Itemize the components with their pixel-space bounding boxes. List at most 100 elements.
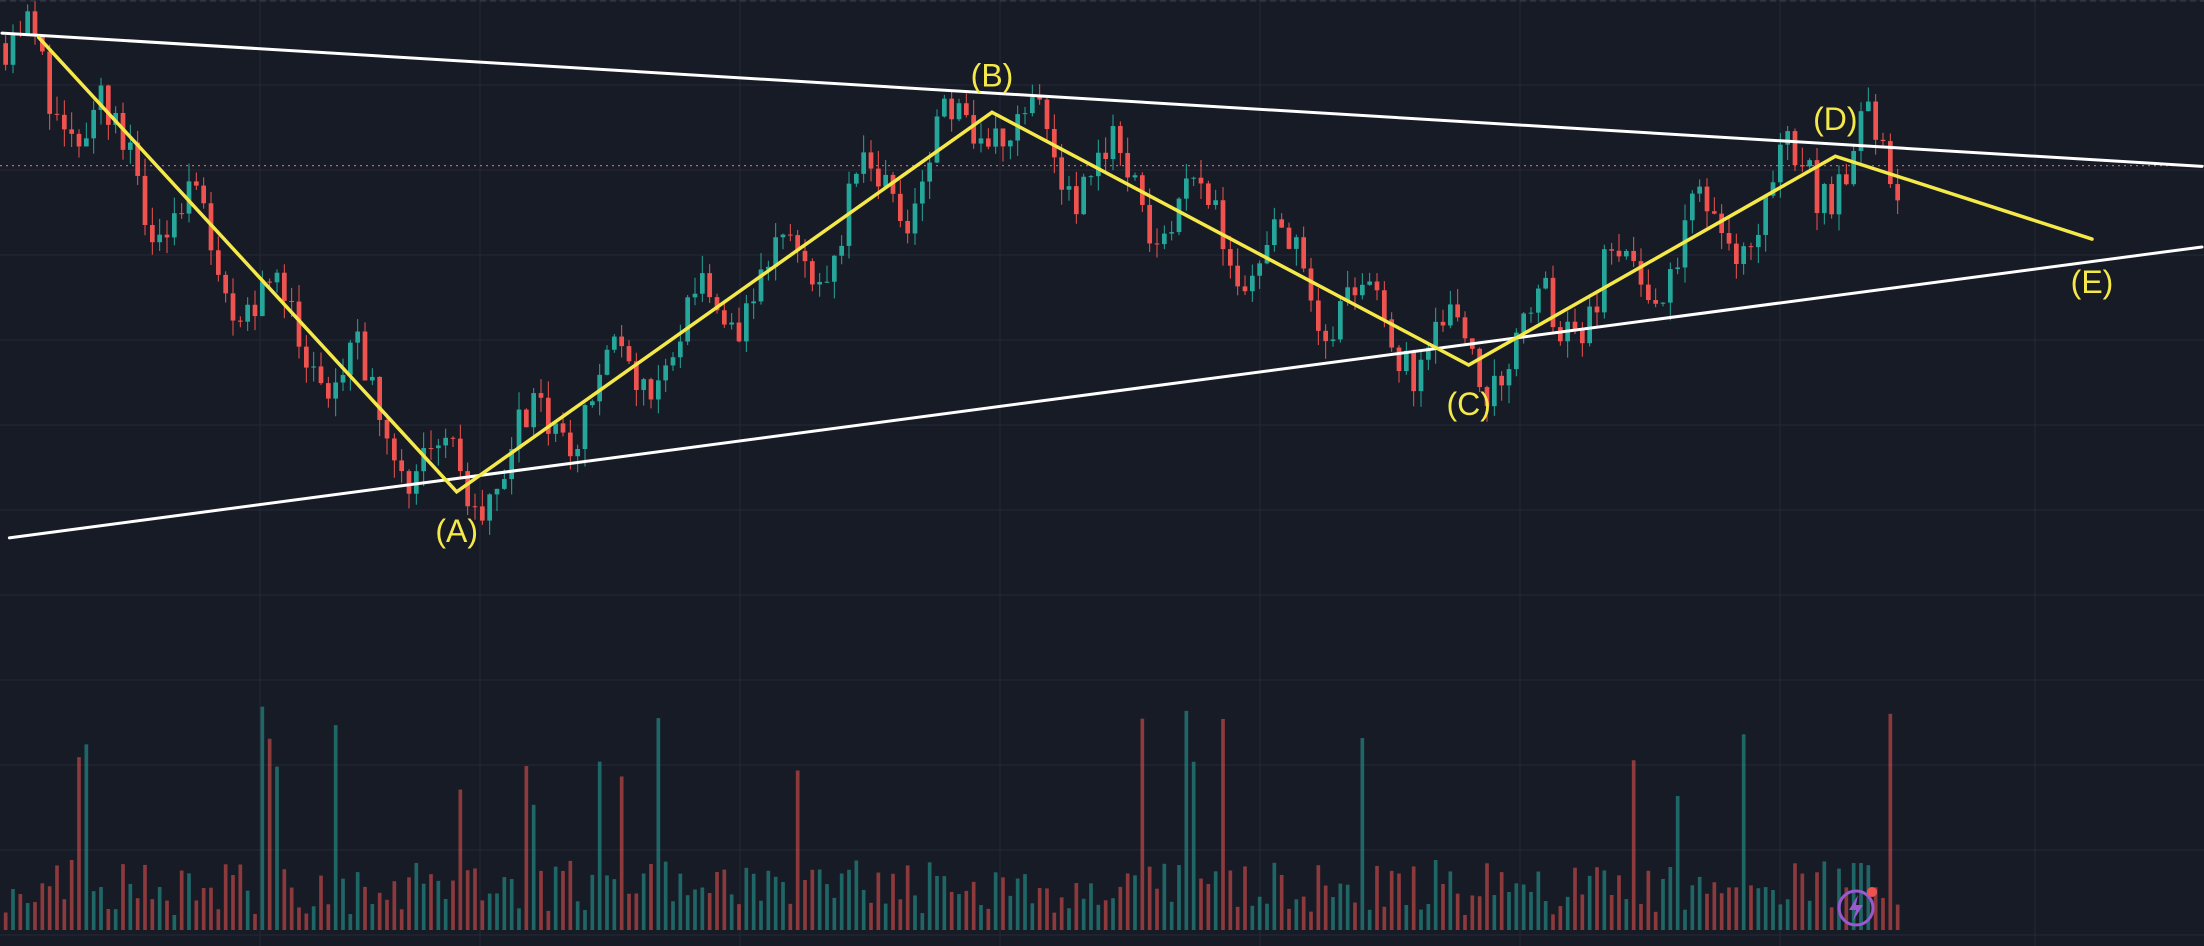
- candle-body: [1572, 321, 1578, 331]
- volume-bar: [289, 887, 294, 930]
- volume-bar: [47, 886, 52, 930]
- volume-bar: [1727, 887, 1731, 930]
- candle-body: [1271, 219, 1277, 246]
- candle-body: [311, 366, 317, 368]
- candle-body: [941, 98, 947, 117]
- volume-bar: [1037, 887, 1042, 930]
- volume-bar: [1785, 899, 1790, 930]
- volume-bar: [1837, 868, 1841, 930]
- candle-body: [589, 401, 595, 406]
- volume-bar: [1595, 867, 1599, 930]
- volume-bar: [33, 902, 37, 930]
- trendlines[interactable]: [0, 31, 2204, 540]
- candle-body: [1220, 200, 1226, 250]
- volume-bar: [1125, 873, 1130, 930]
- volume-bar: [700, 887, 705, 930]
- trendline-lower[interactable]: [7, 245, 2204, 540]
- candle-body: [1169, 232, 1175, 234]
- candle-body: [1579, 330, 1585, 344]
- volume-bar: [1653, 911, 1658, 930]
- volume-bar: [1609, 894, 1614, 930]
- wave-pattern[interactable]: [36, 35, 2094, 495]
- volume-bar: [685, 895, 690, 930]
- volume-bar: [509, 879, 514, 930]
- candle-body: [1323, 330, 1329, 342]
- volume-bar: [370, 903, 375, 930]
- volume-bar: [1470, 895, 1475, 930]
- volume-bar: [678, 873, 683, 930]
- candle-body: [186, 181, 192, 214]
- volume-bar: [473, 868, 477, 930]
- volume-bar: [1265, 903, 1269, 930]
- volume-bar: [1221, 718, 1225, 930]
- candle-body: [1557, 327, 1563, 342]
- candle-body: [1528, 312, 1534, 314]
- candle-body: [1389, 319, 1395, 348]
- volume-bar: [1646, 870, 1651, 930]
- candle-body: [1733, 243, 1739, 265]
- candle-body: [1858, 111, 1864, 152]
- volume-bar: [905, 865, 910, 930]
- candle-body: [1249, 275, 1255, 292]
- volume-bar: [1243, 866, 1247, 930]
- volume-bar: [1859, 863, 1863, 930]
- candle-body: [919, 181, 925, 204]
- volume-bar: [1558, 906, 1563, 930]
- volume-bar: [1477, 896, 1482, 930]
- volume-bar: [1228, 870, 1233, 930]
- volume-bar: [1353, 902, 1357, 930]
- volume-bar: [1382, 906, 1387, 930]
- candle-body: [1345, 287, 1351, 302]
- candle-body: [1455, 304, 1461, 318]
- volume-bar: [1184, 710, 1189, 930]
- candle-body: [1242, 286, 1248, 292]
- candle-body: [1719, 213, 1725, 234]
- candle-body: [1095, 152, 1101, 177]
- candle-body: [1447, 304, 1453, 326]
- candle-body: [98, 85, 104, 110]
- volume-bar: [363, 886, 367, 930]
- candle-body: [1176, 198, 1182, 233]
- lightning-alert-icon[interactable]: [1836, 884, 1880, 928]
- trendline-upper[interactable]: [0, 31, 2204, 168]
- volume-bar: [121, 864, 125, 930]
- candle-body: [1865, 101, 1871, 112]
- candle-body: [1587, 306, 1593, 344]
- volume-bar: [1140, 718, 1145, 930]
- candle-body: [1029, 97, 1035, 114]
- volume-bar: [1301, 896, 1306, 930]
- volume-bar: [1279, 875, 1284, 930]
- volume-bar: [861, 889, 866, 930]
- volume-bar: [194, 900, 199, 930]
- candle-body: [531, 393, 537, 428]
- volume-bar: [641, 873, 646, 930]
- volume-bar: [11, 889, 15, 930]
- volume-bar: [1675, 795, 1680, 930]
- volume-bar: [693, 889, 697, 930]
- volume-bar: [590, 874, 595, 930]
- volume-bar: [1426, 903, 1431, 930]
- volume-bar: [201, 887, 206, 930]
- candle-body: [237, 320, 243, 322]
- candle-body: [1638, 261, 1644, 285]
- volume-bar: [1705, 893, 1709, 930]
- candle-body: [648, 379, 654, 400]
- candle-body: [831, 255, 837, 282]
- candle-body: [883, 174, 889, 187]
- volume-bar: [524, 766, 529, 930]
- volume-bars: [3, 706, 1900, 930]
- candle-body: [1477, 348, 1483, 388]
- volume-bar: [1177, 865, 1181, 930]
- candle-body: [1418, 359, 1424, 392]
- volume-bar: [1763, 887, 1768, 930]
- volume-bar: [231, 875, 235, 930]
- volume-bar: [1323, 885, 1328, 930]
- volume-bar: [1624, 899, 1629, 930]
- volume-bar: [458, 789, 463, 930]
- wave-line[interactable]: [36, 35, 2094, 495]
- volume-bar: [399, 909, 404, 930]
- volume-bar: [1169, 901, 1174, 930]
- volume-bar: [715, 871, 719, 930]
- candle-body: [1689, 193, 1695, 221]
